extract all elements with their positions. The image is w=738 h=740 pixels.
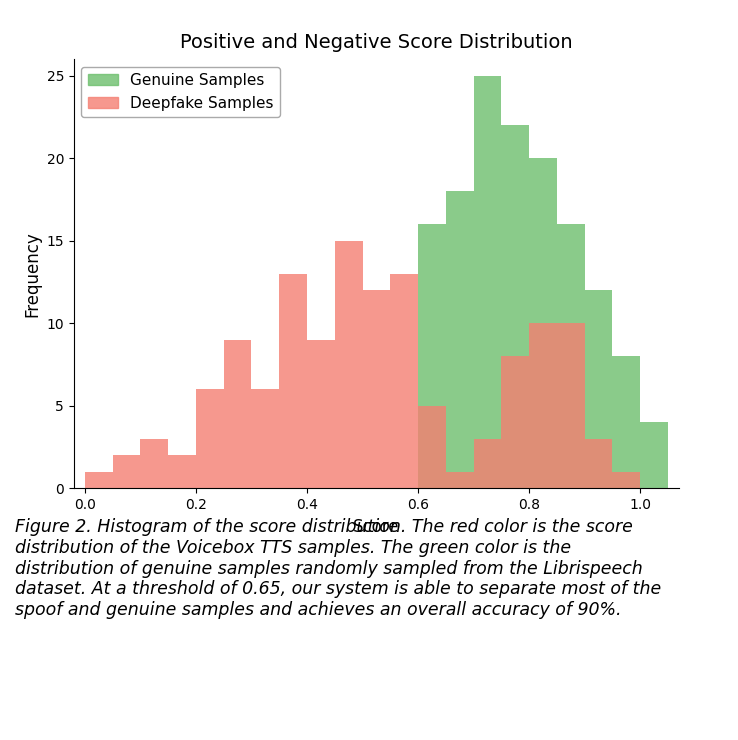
Bar: [418, 224, 446, 488]
Bar: [556, 323, 584, 488]
Bar: [613, 357, 640, 488]
Bar: [613, 472, 640, 488]
Bar: [85, 472, 113, 488]
Bar: [335, 240, 362, 488]
Bar: [640, 423, 668, 488]
Bar: [556, 224, 584, 488]
Bar: [446, 191, 474, 488]
Bar: [501, 357, 529, 488]
Legend: Genuine Samples, Deepfake Samples: Genuine Samples, Deepfake Samples: [81, 67, 280, 117]
Bar: [390, 274, 418, 488]
Bar: [474, 75, 501, 488]
Bar: [584, 290, 613, 488]
Bar: [446, 472, 474, 488]
Bar: [168, 455, 196, 488]
Title: Positive and Negative Score Distribution: Positive and Negative Score Distribution: [180, 33, 573, 52]
Bar: [362, 290, 390, 488]
Bar: [307, 340, 335, 488]
Bar: [140, 439, 168, 488]
Bar: [418, 406, 446, 488]
X-axis label: Score: Score: [353, 518, 400, 536]
Y-axis label: Frequency: Frequency: [23, 231, 41, 317]
Text: Figure 2. Histogram of the score distribution. The red color is the score
distri: Figure 2. Histogram of the score distrib…: [15, 518, 661, 619]
Bar: [474, 439, 501, 488]
Bar: [113, 455, 140, 488]
Bar: [196, 389, 224, 488]
Bar: [252, 389, 279, 488]
Bar: [529, 158, 556, 488]
Bar: [279, 274, 307, 488]
Bar: [224, 340, 252, 488]
Bar: [584, 439, 613, 488]
Bar: [501, 125, 529, 488]
Bar: [529, 323, 556, 488]
